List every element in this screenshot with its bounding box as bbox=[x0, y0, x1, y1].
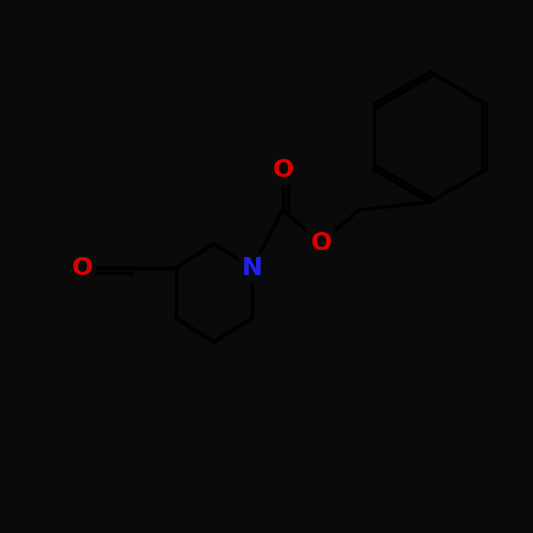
Text: O: O bbox=[71, 256, 93, 280]
Text: O: O bbox=[310, 231, 332, 255]
Text: N: N bbox=[241, 256, 262, 280]
Text: O: O bbox=[272, 158, 294, 182]
